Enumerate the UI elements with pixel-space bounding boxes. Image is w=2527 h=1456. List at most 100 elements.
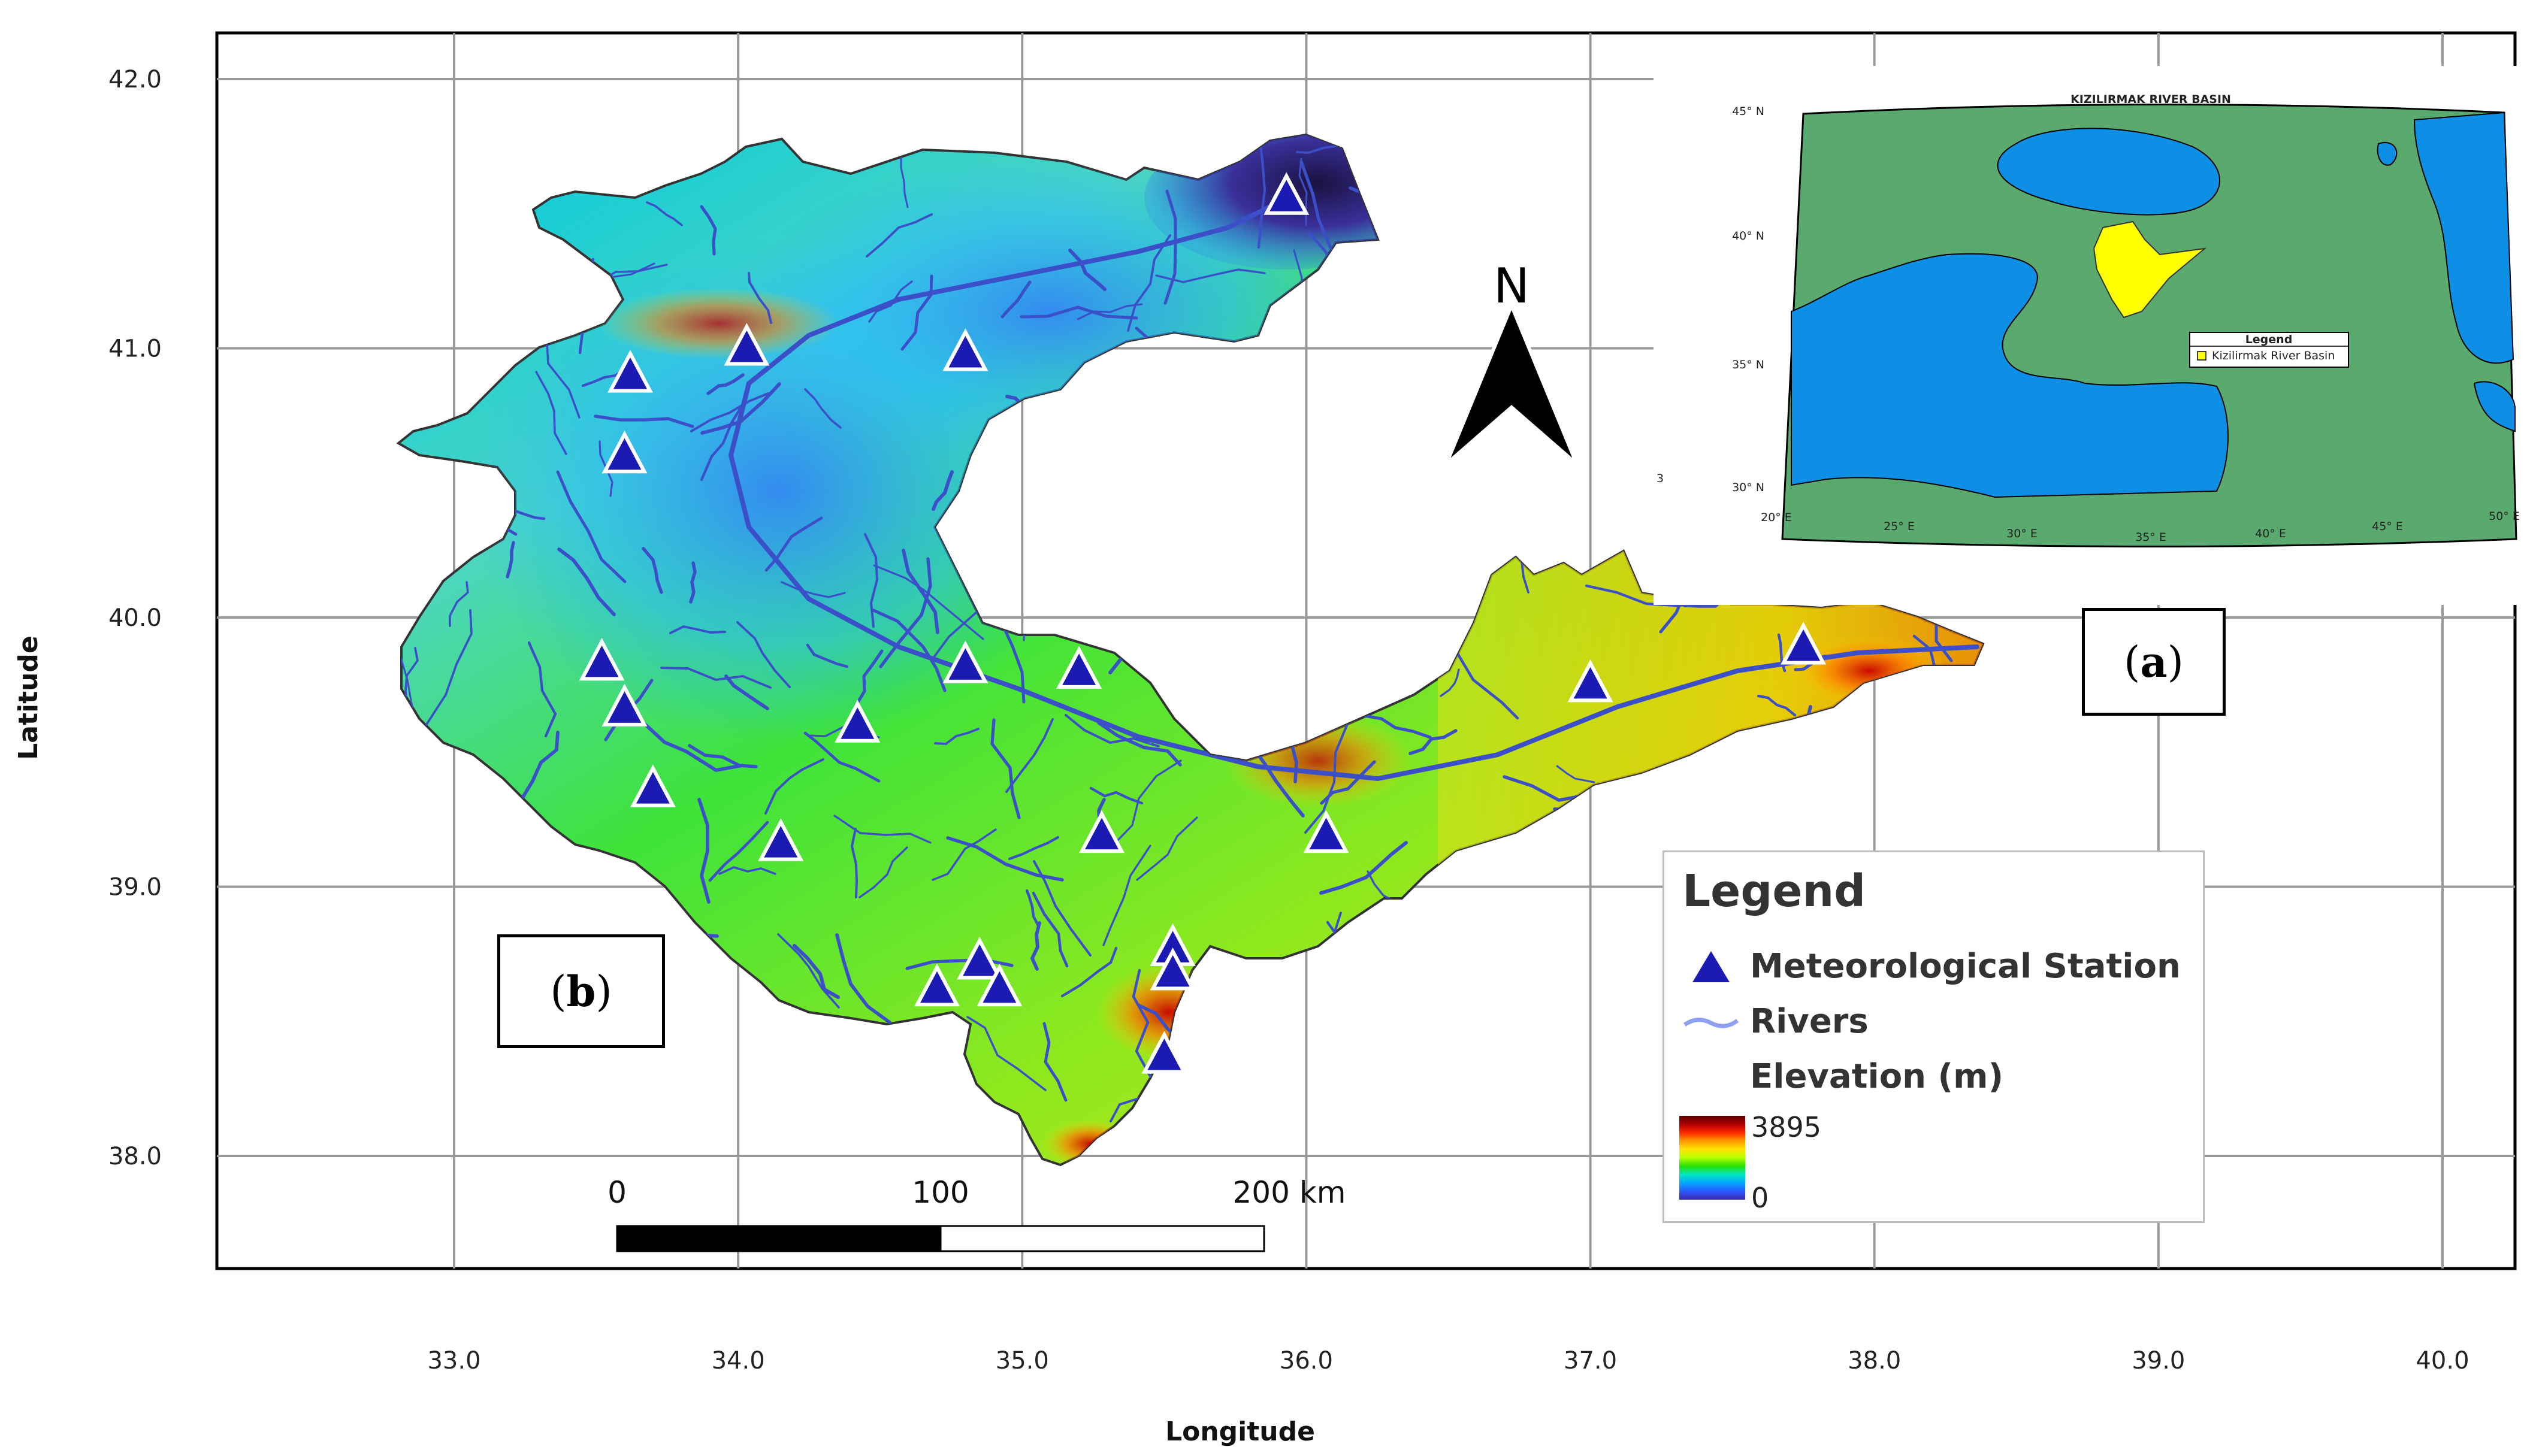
- river-segment: [1408, 729, 1458, 755]
- river-segment: [1304, 723, 1349, 834]
- river-segment: [1585, 584, 1706, 607]
- meteorological-station-marker: [724, 323, 770, 366]
- meteorological-station-marker: [942, 640, 989, 683]
- x-tick-labels: 33.0 34.0 35.0 36.0 37.0 38.0 39.0 40.0: [427, 1347, 2469, 1375]
- meteorological-station-marker: [957, 936, 1003, 980]
- y-tick-label: 39.0: [108, 874, 162, 901]
- x-tick-label: 38.0: [1848, 1347, 1901, 1375]
- main-river: [728, 195, 1979, 782]
- river-segment: [700, 205, 717, 256]
- meteorological-station-marker: [1781, 622, 1827, 665]
- inset-lon-30: 30° E: [2006, 527, 2038, 540]
- river-segment: [1777, 633, 1787, 673]
- river-line-icon: [1683, 1017, 1739, 1028]
- river-segment: [449, 581, 469, 627]
- x-tick-label: 39.0: [2132, 1347, 2185, 1375]
- river-segment: [708, 821, 769, 882]
- river-segment: [748, 272, 772, 324]
- river-segment: [1042, 1022, 1068, 1102]
- north-arrow-icon: [1444, 301, 1579, 466]
- meteorological-station-marker: [579, 638, 625, 681]
- inset-lon-labels: 20° E 25° E 30° E 35° E 40° E 45° E 50° …: [1761, 510, 2520, 544]
- river-segment: [793, 944, 840, 999]
- river-segment: [781, 581, 846, 598]
- meteorological-station-marker: [914, 963, 960, 1007]
- river-segment: [724, 674, 769, 710]
- inset-lat-40: 40° N: [1732, 229, 1764, 243]
- inset-lat-30: 30° N: [1732, 481, 1764, 494]
- river-segment: [1362, 714, 1432, 739]
- inset-basin: [2093, 220, 2207, 319]
- inset-sea: [1791, 111, 2516, 498]
- y-tick-label: 40.0: [108, 604, 162, 632]
- legend-row-elevation: Elevation (m): [1750, 1057, 2003, 1096]
- river-segment: [879, 557, 932, 668]
- river-segment: [1077, 303, 1143, 320]
- y-tick-labels: 42.0 41.0 40.0 39.0 38.0: [108, 66, 162, 1170]
- legend-elevation-label: Elevation (m): [1750, 1057, 2004, 1096]
- river-segment: [689, 561, 697, 604]
- scale-label-0: 0: [607, 1175, 627, 1210]
- river-segment: [1005, 718, 1054, 793]
- inset-lon-50: 50° E: [2489, 510, 2520, 523]
- river-segment: [850, 828, 859, 898]
- river-segment: [966, 1016, 1047, 1091]
- x-tick-label: 37.0: [1564, 1347, 1617, 1375]
- x-tick-label: 34.0: [712, 1347, 765, 1375]
- meteorological-station-marker: [977, 963, 1023, 1007]
- river-segment: [1025, 889, 1041, 928]
- river-segment: [864, 533, 879, 628]
- inset-lon-25: 25° E: [1884, 520, 1915, 533]
- river-segment: [1097, 721, 1182, 767]
- river-segment: [1008, 836, 1060, 861]
- river-segment: [642, 547, 663, 594]
- river-segment: [404, 647, 419, 707]
- river-segment: [594, 414, 694, 428]
- x-tick-label: 33.0: [427, 1347, 480, 1375]
- panel-label-a: (a): [2082, 608, 2226, 716]
- river-segment: [934, 728, 980, 745]
- river-segment: [902, 549, 939, 634]
- meteorological-station-marker: [601, 683, 648, 727]
- river-segment: [1065, 714, 1160, 747]
- river-segment: [932, 828, 997, 881]
- river-segment: [556, 470, 627, 583]
- river-segment: [506, 541, 515, 579]
- river-segment: [872, 609, 947, 692]
- river-segment: [1020, 305, 1138, 320]
- inset-legend-item: Kizilirmak River Basin: [2212, 349, 2335, 362]
- meteorological-station-marker: [1056, 646, 1102, 689]
- meteorological-station-marker: [1303, 810, 1349, 853]
- river-segment: [833, 815, 932, 844]
- river-segment: [509, 507, 546, 520]
- river-segment: [1108, 759, 1182, 850]
- inset-lon-35: 35° E: [2135, 531, 2166, 544]
- y-tick-label: 41.0: [108, 335, 162, 363]
- meteorological-station-marker: [601, 430, 648, 474]
- river-segment: [697, 798, 711, 904]
- river-segment: [669, 625, 726, 634]
- legend-rivers-label: Rivers: [1750, 1002, 1869, 1041]
- river-segment: [777, 933, 840, 1009]
- inset-lat-labels: 45° N 40° N 35° N 30° N: [1732, 105, 1764, 494]
- inset-lat-35: 35° N: [1732, 358, 1764, 371]
- elevation-min-label: 0: [1751, 1182, 1769, 1214]
- meteorological-station-marker: [630, 764, 676, 807]
- meteorological-station-marker: [942, 328, 989, 371]
- river-segment: [1032, 891, 1069, 968]
- inset-lon-45: 45° E: [2372, 520, 2403, 533]
- river-segment: [706, 373, 745, 395]
- meteorological-station-marker: [758, 818, 804, 861]
- river-segment: [859, 846, 908, 898]
- meteorological-station-marker: [1567, 659, 1613, 703]
- x-tick-label: 40.0: [2416, 1347, 2469, 1375]
- inset-lon-40: 40° E: [2255, 527, 2286, 540]
- river-segment: [1068, 249, 1107, 291]
- x-axis-title: Longitude: [1165, 1416, 1315, 1447]
- panel-label-a-text: a: [2140, 637, 2168, 687]
- inset-legend: Legend Kizilirmak River Basin: [2189, 332, 2349, 368]
- meteorological-station-marker: [1150, 947, 1196, 991]
- river-segment: [1556, 765, 1595, 783]
- river-segment: [1060, 946, 1118, 998]
- meteorological-station-marker: [1079, 810, 1125, 853]
